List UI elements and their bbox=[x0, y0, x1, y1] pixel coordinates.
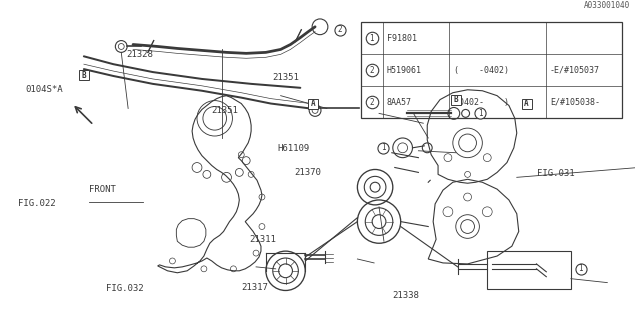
Text: 2: 2 bbox=[337, 25, 342, 34]
Text: 2: 2 bbox=[369, 66, 374, 75]
Text: FIG.031: FIG.031 bbox=[537, 169, 575, 178]
Text: 21317: 21317 bbox=[241, 284, 268, 292]
Text: B: B bbox=[81, 70, 86, 79]
Text: FRONT: FRONT bbox=[89, 186, 116, 195]
Text: 8AA57: 8AA57 bbox=[387, 98, 412, 107]
Text: 1: 1 bbox=[381, 143, 385, 152]
Text: 0104S*A: 0104S*A bbox=[26, 85, 63, 94]
Text: 1: 1 bbox=[579, 264, 583, 273]
Text: E/#105038-: E/#105038- bbox=[550, 98, 600, 107]
Text: H519061: H519061 bbox=[387, 66, 422, 75]
Text: 21338: 21338 bbox=[392, 291, 419, 300]
Text: -E/#105037: -E/#105037 bbox=[550, 66, 600, 75]
Text: A: A bbox=[524, 99, 529, 108]
Text: A: A bbox=[311, 99, 316, 108]
Text: 21370: 21370 bbox=[295, 168, 322, 177]
Text: B: B bbox=[454, 95, 458, 104]
Bar bbox=[361, 22, 622, 118]
Text: H61109: H61109 bbox=[277, 144, 309, 153]
Text: 21351: 21351 bbox=[212, 106, 239, 115]
Text: FIG.032: FIG.032 bbox=[106, 284, 144, 293]
Text: A033001040: A033001040 bbox=[584, 1, 630, 10]
Text: 2: 2 bbox=[369, 98, 374, 107]
Text: FIG.022: FIG.022 bbox=[18, 199, 56, 208]
Text: 21311: 21311 bbox=[249, 235, 276, 244]
Text: 1: 1 bbox=[478, 109, 483, 118]
Text: 21328: 21328 bbox=[126, 50, 153, 59]
Bar bbox=[487, 251, 571, 289]
Text: (    -0402): ( -0402) bbox=[454, 66, 509, 75]
Text: 1: 1 bbox=[369, 34, 374, 43]
Text: F91801: F91801 bbox=[387, 34, 417, 43]
Text: 21351: 21351 bbox=[273, 73, 300, 82]
Text: (0402-    ): (0402- ) bbox=[454, 98, 509, 107]
